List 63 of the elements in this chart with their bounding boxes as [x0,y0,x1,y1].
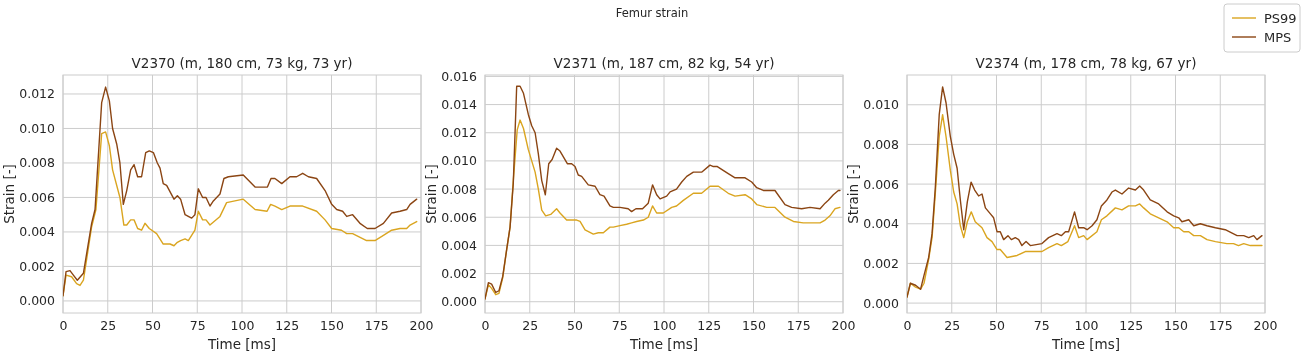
x-tick-label: 125 [275,317,300,333]
x-axis-title: Time [ms] [1050,336,1121,352]
x-tick-label: 0 [59,317,68,333]
y-tick-label: 0.004 [441,237,478,253]
x-tick-label: 125 [1119,317,1144,333]
x-tick-label: 100 [652,317,677,333]
y-tick-label: 0.006 [19,189,56,205]
y-tick-label: 0.008 [863,136,900,152]
y-tick-label: 0.002 [863,255,899,271]
x-tick-label: 150 [742,317,766,333]
x-tick-label: 50 [989,317,1005,333]
y-axis-title: Strain [-] [423,164,439,224]
y-tick-label: 0.008 [441,181,478,197]
x-tick-label: 0 [481,317,490,333]
y-axis-title: Strain [-] [845,164,861,224]
x-tick-label: 25 [944,317,961,333]
chart-title: V2374 (m, 178 cm, 78 kg, 67 yr) [975,55,1197,71]
x-tick-label: 175 [364,317,389,333]
y-axis-title: Strain [-] [1,164,17,224]
x-tick-label: 50 [145,317,161,333]
x-tick-label: 150 [1164,317,1188,333]
y-tick-label: 0.002 [19,258,55,274]
y-tick-label: 0.016 [441,68,478,84]
x-tick-label: 150 [320,317,344,333]
y-tick-label: 0.010 [863,97,900,113]
y-tick-label: 0.002 [441,266,477,282]
y-tick-label: 0.012 [19,86,55,102]
line-series [63,86,418,297]
chart-title: V2371 (m, 187 cm, 82 kg, 54 yr) [553,55,775,71]
y-tick-label: 0.010 [19,120,56,136]
x-tick-label: 100 [1074,317,1099,333]
x-tick-label: 200 [831,317,856,333]
x-axis-title: Time [ms] [206,336,277,352]
line-series [485,85,841,300]
legend-label: PS99 [1264,10,1297,26]
x-tick-label: 25 [522,317,539,333]
y-tick-label: 0.012 [441,125,477,141]
y-tick-label: 0.006 [863,176,900,192]
x-tick-label: 125 [697,317,722,333]
x-tick-label: 50 [567,317,583,333]
x-tick-label: 0 [903,317,912,333]
y-tick-label: 0.004 [863,216,900,232]
y-tick-label: 0.000 [19,293,56,309]
y-tick-label: 0.000 [441,294,478,310]
text: Femur strain [615,6,689,20]
x-axis-title: Time [ms] [628,336,699,352]
legend-label: MPS [1264,29,1292,45]
y-tick-label: 0.008 [19,155,56,171]
y-tick-label: 0.006 [441,209,478,225]
y-tick-label: 0.010 [441,153,478,169]
x-tick-label: 25 [100,317,117,333]
x-tick-label: 100 [230,317,255,333]
y-tick-label: 0.014 [441,97,478,113]
x-tick-label: 175 [1208,317,1233,333]
x-tick-label: 75 [1033,317,1050,333]
y-tick-label: 0.004 [19,224,56,240]
x-tick-label: 75 [189,317,206,333]
x-tick-label: 175 [786,317,811,333]
x-tick-label: 200 [1253,317,1278,333]
y-tick-label: 0.000 [863,295,900,311]
chart-title: V2370 (m, 180 cm, 73 kg, 73 yr) [131,55,353,71]
x-tick-label: 200 [409,317,434,333]
x-tick-label: 75 [611,317,628,333]
